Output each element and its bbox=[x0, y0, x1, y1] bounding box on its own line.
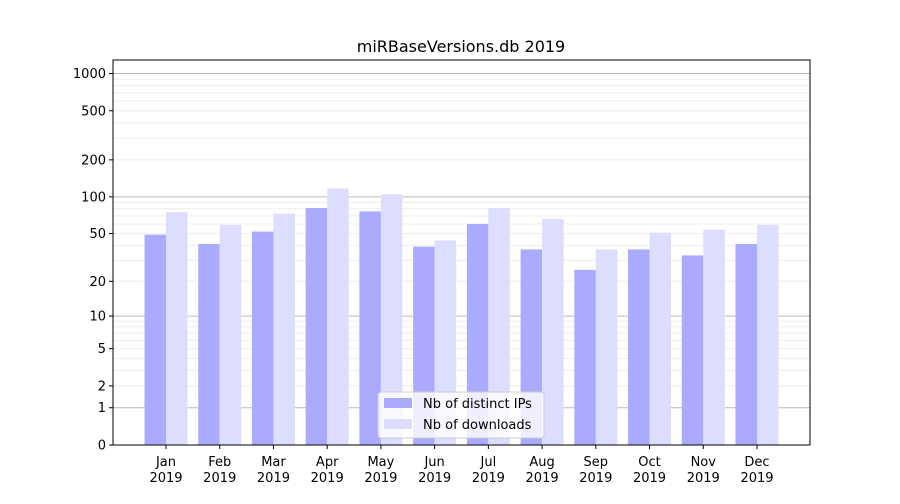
x-tick-label: Jun 2019 bbox=[418, 455, 451, 486]
x-tick-label: Apr 2019 bbox=[311, 455, 344, 486]
plot-frame bbox=[112, 59, 811, 446]
bar-ips bbox=[735, 244, 757, 445]
y-tick-label: 5 bbox=[98, 342, 106, 357]
bar-downloads bbox=[380, 194, 403, 445]
bars bbox=[144, 188, 779, 445]
legend-swatch-downloads bbox=[384, 419, 412, 429]
bar-ips bbox=[466, 223, 489, 445]
chart-title: miRBaseVersions.db 2019 bbox=[357, 37, 565, 56]
legend-label-downloads: Nb of downloads bbox=[423, 418, 532, 433]
x-tick-label: Feb 2019 bbox=[203, 455, 236, 486]
x-tick-label: Dec 2019 bbox=[740, 455, 773, 486]
y-tick-label: 1000 bbox=[73, 67, 106, 82]
bar-downloads bbox=[273, 213, 295, 445]
y-axis: 0 1 2 5 10 20 50 100 200 500 1000 bbox=[73, 67, 113, 454]
y-tick-label: 100 bbox=[81, 190, 106, 205]
y-tick-label: 2 bbox=[98, 379, 106, 394]
bar-ips bbox=[681, 255, 704, 445]
bar-downloads bbox=[542, 218, 564, 445]
bar-downloads bbox=[166, 212, 188, 445]
x-tick-label: Jan 2019 bbox=[149, 455, 182, 486]
bar-downloads bbox=[219, 224, 242, 445]
bar-downloads bbox=[757, 224, 779, 445]
bar-ips bbox=[198, 244, 220, 445]
x-tick-label: Aug 2019 bbox=[526, 455, 559, 486]
bar-ips bbox=[628, 249, 650, 445]
legend-label-ips: Nb of distinct IPs bbox=[423, 397, 532, 412]
y-tick-label: 50 bbox=[89, 227, 106, 242]
bar-downloads bbox=[595, 249, 618, 445]
y-tick-label: 200 bbox=[81, 153, 106, 168]
bar-ips bbox=[251, 231, 274, 445]
bar-downloads bbox=[327, 188, 349, 445]
y-tick-label: 0 bbox=[98, 439, 106, 454]
y-tick-label: 20 bbox=[89, 275, 106, 290]
y-tick-label: 10 bbox=[89, 310, 106, 325]
legend: Nb of distinct IPs Nb of downloads bbox=[377, 391, 545, 439]
bar-downloads bbox=[703, 229, 725, 445]
bar-ips bbox=[574, 269, 596, 445]
legend-swatch-ips bbox=[384, 398, 412, 408]
x-tick-label: Oct 2019 bbox=[633, 455, 666, 486]
bar-ips bbox=[305, 208, 328, 445]
bar-ips bbox=[359, 211, 381, 445]
bar-downloads bbox=[488, 208, 510, 445]
x-tick-label: Mar 2019 bbox=[257, 455, 290, 486]
x-tick-label: Jul 2019 bbox=[472, 455, 505, 486]
x-tick-label: Sep 2019 bbox=[579, 455, 612, 486]
bar-downloads bbox=[649, 232, 672, 445]
x-axis: Jan 2019 Feb 2019 Mar 2019 Apr 2019 May 2019 Jun 20… bbox=[149, 445, 774, 486]
x-tick-label: Nov 2019 bbox=[687, 455, 720, 486]
y-tick-label: 500 bbox=[81, 104, 106, 119]
bar-ips bbox=[144, 234, 166, 445]
x-tick-label: May 2019 bbox=[364, 455, 397, 486]
y-tick-label: 1 bbox=[98, 401, 106, 416]
